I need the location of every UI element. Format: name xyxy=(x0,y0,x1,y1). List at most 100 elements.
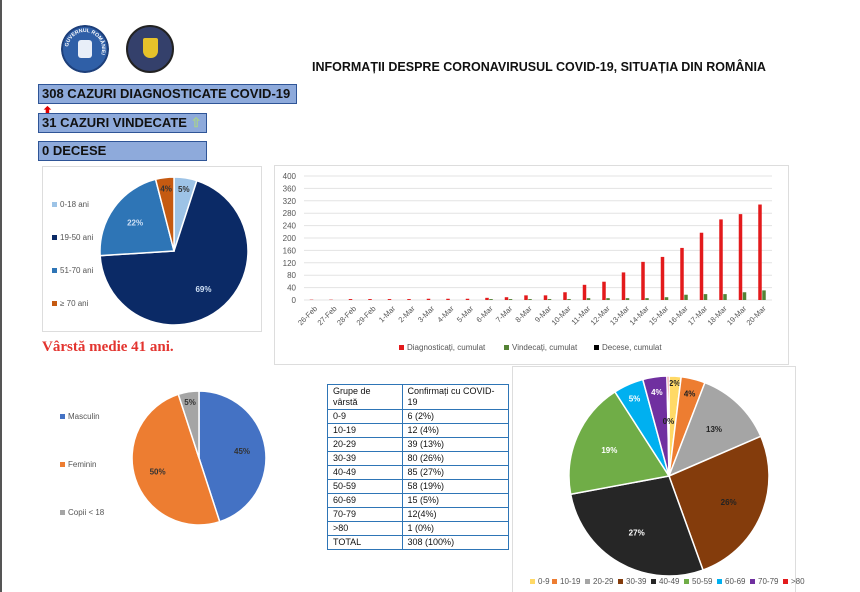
legend-swatch xyxy=(552,579,557,584)
legend-swatch xyxy=(52,301,57,306)
table-header-row: Grupe de vârstă Confirmați cu COVID-19 xyxy=(327,384,510,410)
legend-label: 30-39 xyxy=(626,577,647,586)
bar-recovered xyxy=(645,298,649,300)
bar-diagnosed xyxy=(699,232,704,300)
pie-data-label: 4% xyxy=(651,388,663,397)
table-row: >80 1 (0%) xyxy=(327,521,510,536)
pie-data-label: 26% xyxy=(721,498,737,507)
legend-label: Copii < 18 xyxy=(68,508,105,517)
legend-label: Vindecați, cumulat xyxy=(512,343,578,352)
y-tick-label: 320 xyxy=(283,197,297,206)
pie-data-label: 19% xyxy=(601,446,617,455)
legend-label: Diagnosticați, cumulat xyxy=(407,343,486,352)
bar-recovered xyxy=(625,298,630,300)
y-tick-label: 400 xyxy=(283,172,297,181)
pie-slice-19-50-ani xyxy=(99,179,249,326)
bar-recovered xyxy=(528,299,532,300)
bar-diagnosed xyxy=(758,204,762,300)
bar-diagnosed xyxy=(582,284,587,300)
recovered-label: 31 CAZURI VINDECATE xyxy=(42,115,187,130)
pie-data-label: 5% xyxy=(178,185,190,194)
table-row: TOTAL 308 (100%) xyxy=(327,535,510,550)
legend-label: 0-18 ani xyxy=(60,200,89,209)
y-tick-label: 280 xyxy=(283,209,297,218)
legend-label: Masculin xyxy=(68,412,100,421)
pie-data-label: 50% xyxy=(150,467,166,476)
y-tick-label: 80 xyxy=(287,271,296,280)
legend-swatch xyxy=(618,579,623,584)
pie-slice--80 xyxy=(666,375,670,477)
bar-diagnosed xyxy=(368,299,372,300)
age-group-cell: TOTAL xyxy=(327,535,403,550)
bar-diagnosed xyxy=(485,297,489,300)
legend-label: 20-29 xyxy=(593,577,614,586)
legend-swatch xyxy=(750,579,755,584)
legend-swatch xyxy=(530,579,535,584)
bar-diagnosed xyxy=(446,298,450,300)
legend-label: 60-69 xyxy=(725,577,746,586)
deaths-stat: 0 DECESE xyxy=(38,141,207,161)
legend-label: 50-59 xyxy=(692,577,713,586)
y-tick-label: 360 xyxy=(283,184,297,193)
legend-swatch xyxy=(594,345,599,350)
deaths-label: 0 DECESE xyxy=(42,143,107,158)
legend-swatch xyxy=(717,579,722,584)
legend-label: 0-9 xyxy=(538,577,550,586)
legend-swatch xyxy=(399,345,404,350)
legend-swatch xyxy=(52,202,57,207)
table-row: 60-69 15 (5%) xyxy=(327,493,510,508)
bar-diagnosed xyxy=(387,299,392,300)
legend-swatch xyxy=(504,345,509,350)
legend-label: >80 xyxy=(791,577,805,586)
legend-swatch xyxy=(585,579,590,584)
bar-diagnosed xyxy=(738,214,743,300)
pie-slice-40-49 xyxy=(569,475,704,577)
bar-diagnosed xyxy=(719,219,723,300)
age-group-table: Grupe de vârstă Confirmați cu COVID-19 0-9… xyxy=(327,384,510,550)
y-tick-label: 240 xyxy=(283,222,297,231)
legend-swatch xyxy=(52,235,57,240)
legend-swatch xyxy=(783,579,788,584)
pie-slice-51-70-ani xyxy=(99,178,175,257)
bar-diagnosed xyxy=(504,297,509,300)
bar-recovered xyxy=(723,294,727,300)
pie-slice-Copii-18 xyxy=(177,390,200,459)
legend-label: 40-49 xyxy=(659,577,680,586)
bar-recovered xyxy=(742,292,747,300)
legend-swatch xyxy=(684,579,689,584)
legend-label: Decese, cumulat xyxy=(602,343,662,352)
legend-label: 19-50 ani xyxy=(60,233,94,242)
bar-diagnosed xyxy=(602,281,606,300)
bar-recovered xyxy=(606,298,610,300)
bar-diagnosed xyxy=(641,261,645,300)
pie-slice-Masculin xyxy=(198,390,267,523)
pie-slice--70-ani xyxy=(154,176,175,252)
bar-diagnosed xyxy=(426,298,431,300)
bar-diagnosed xyxy=(680,247,684,300)
pie-data-label: 27% xyxy=(629,528,645,537)
legend-label: ≥ 70 ani xyxy=(60,299,89,308)
y-tick-label: 120 xyxy=(283,259,297,268)
bar-diagnosed xyxy=(543,295,548,300)
ministry-logo xyxy=(126,25,174,73)
pie-data-label: 22% xyxy=(127,219,143,228)
bar-recovered xyxy=(762,290,766,300)
table-header-cell: Confirmați cu COVID-19 xyxy=(401,384,510,410)
bar-diagnosed xyxy=(660,256,665,300)
legend-label: Feminin xyxy=(68,460,96,469)
pie-data-label: 4% xyxy=(684,390,696,399)
bar-recovered xyxy=(684,294,688,300)
diagnosed-stat: 308 CAZURI DIAGNOSTICATE COVID-19 ⬆ xyxy=(38,84,297,119)
y-tick-label: 40 xyxy=(287,284,296,293)
pie-slice-Feminin xyxy=(131,393,221,526)
table-row: 20-29 39 (13%) xyxy=(327,437,510,452)
bar-recovered xyxy=(664,297,669,300)
diagnosed-label: 308 CAZURI DIAGNOSTICATE COVID-19 xyxy=(42,86,291,101)
pie-data-label: 2% xyxy=(669,379,681,388)
pie-data-label: 69% xyxy=(195,285,211,294)
bar-recovered xyxy=(586,298,591,300)
